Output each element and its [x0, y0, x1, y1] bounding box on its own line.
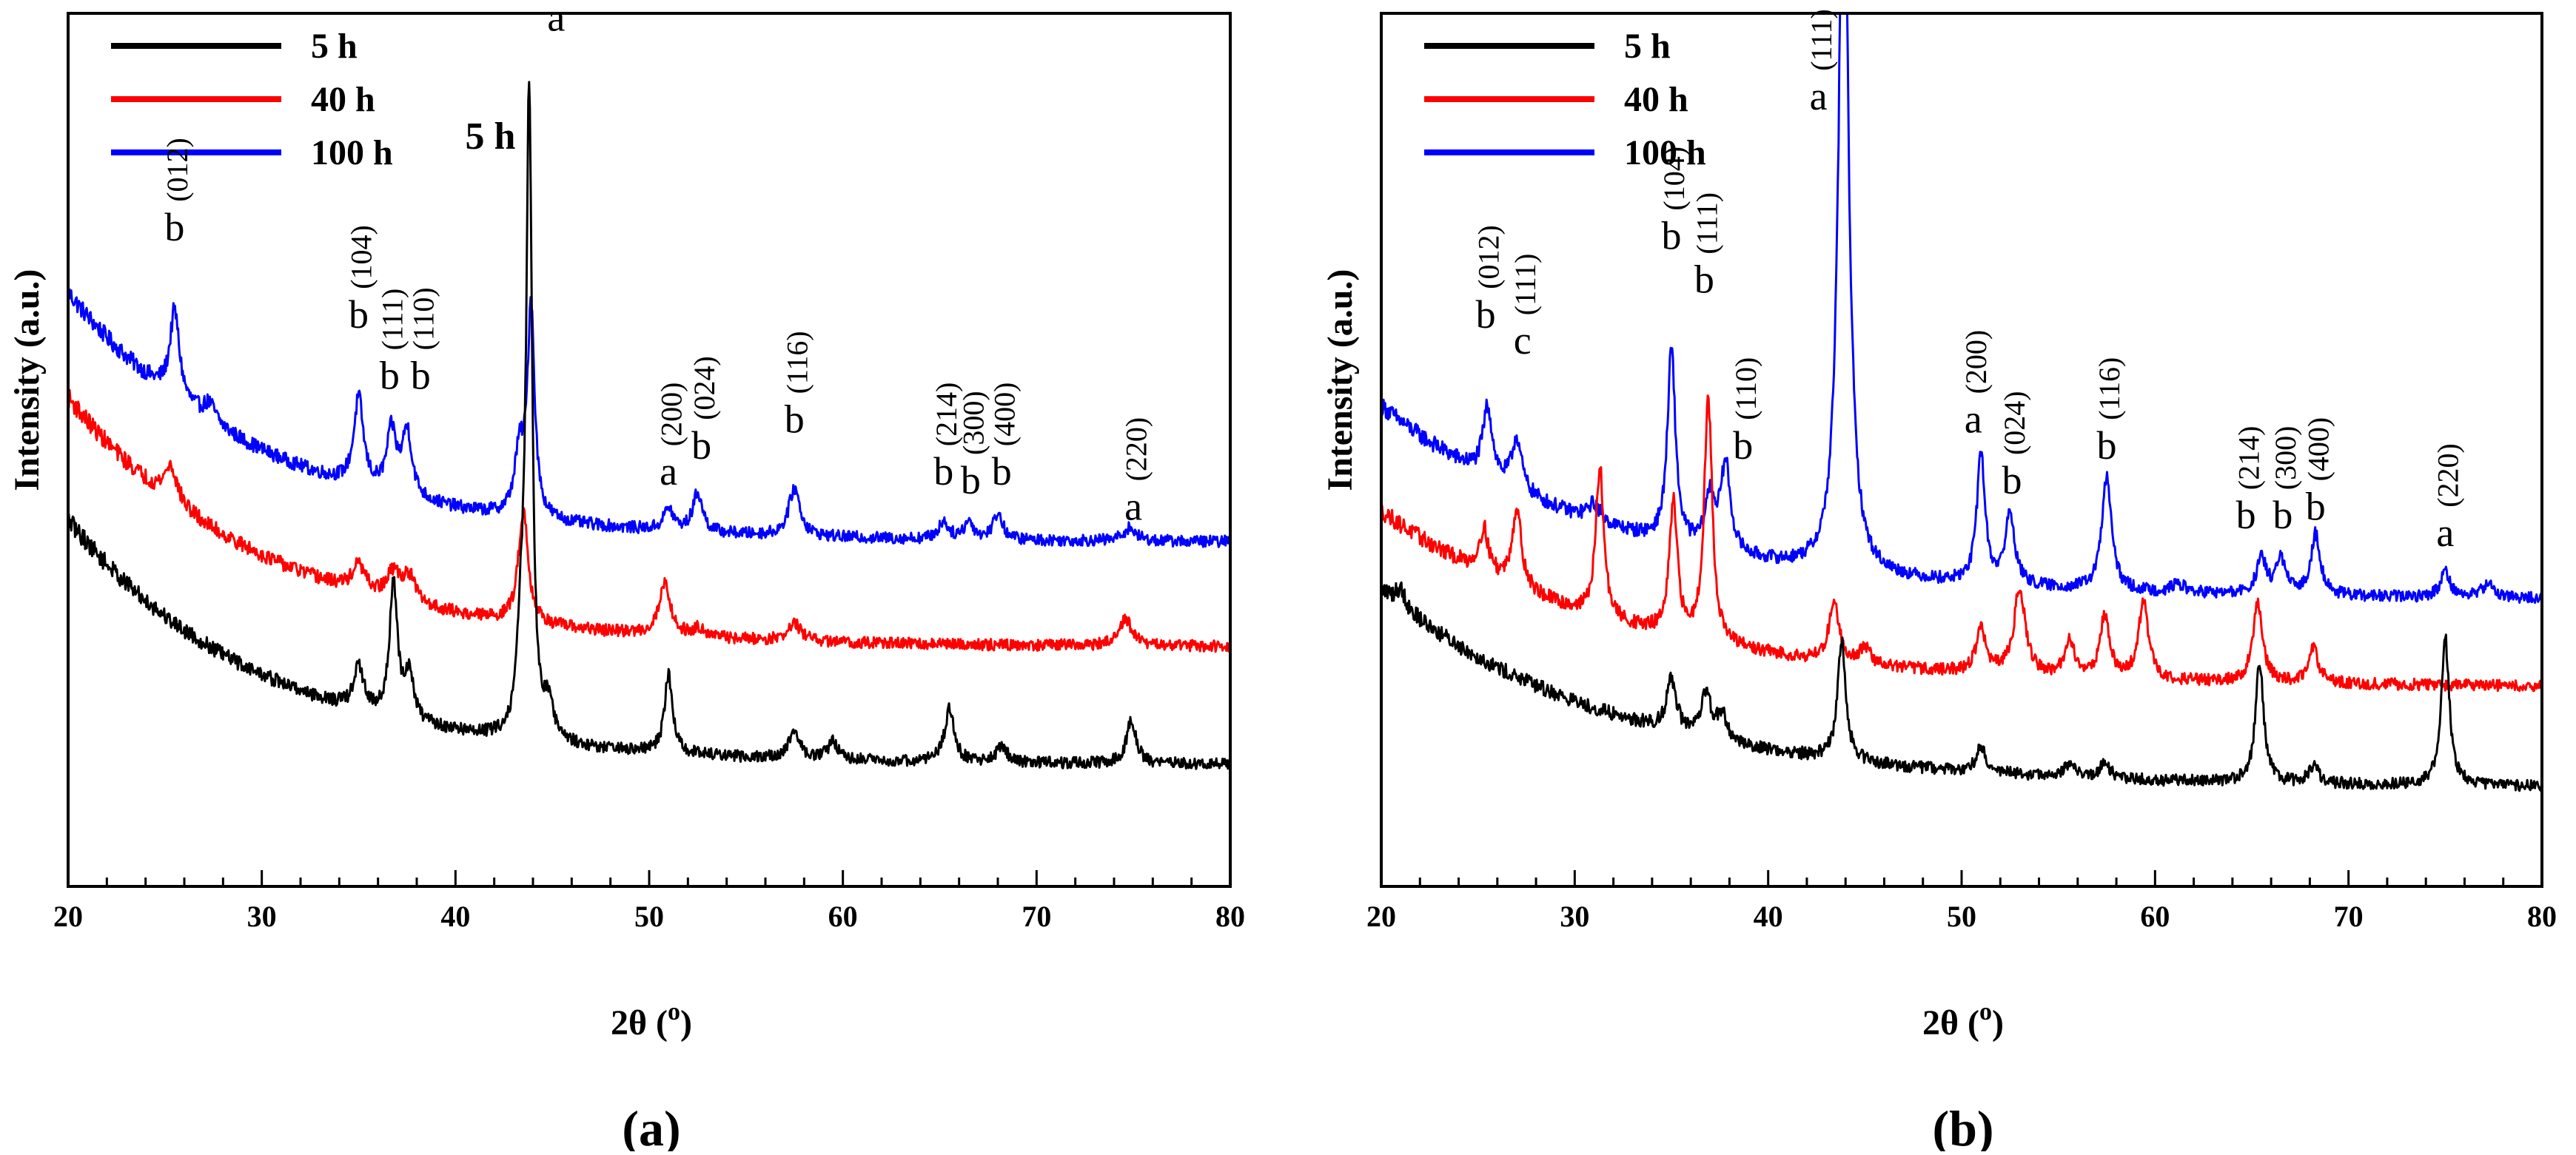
- peak-hkl-label: (214): [2232, 426, 2265, 491]
- traces: [68, 81, 1230, 770]
- plot-frame: [1380, 12, 2543, 888]
- peak-hkl-label: (214): [930, 383, 963, 447]
- x-tick-label: 20: [1366, 900, 1396, 933]
- annotation-label: 5 h: [465, 115, 515, 158]
- x-tick-label: 80: [2527, 900, 2557, 933]
- peak-phase-label: b: [411, 353, 431, 397]
- plot-frame: [67, 12, 1232, 888]
- peak-phase-label: b: [349, 292, 369, 337]
- x-axis: 20 30 40 50 60 70 80: [1366, 870, 2557, 933]
- panel-label: (b): [1932, 1100, 1993, 1151]
- series-line-40h: [1381, 394, 2542, 693]
- series-line-40h: [68, 388, 1230, 653]
- peak-phase-label: b: [691, 423, 711, 468]
- legend-label: 5 h: [311, 27, 358, 66]
- peak-phase-label: b: [2097, 423, 2117, 468]
- peak-hkl-label: (104): [1657, 147, 1691, 211]
- x-tick-label: 70: [2334, 900, 2364, 933]
- legend: 5 h 40 h 100 h: [1424, 27, 1706, 172]
- peak-hkl-label: (400): [987, 383, 1021, 447]
- peak-phase-label: a: [1810, 74, 1828, 118]
- peak-phase-label: b: [164, 205, 184, 249]
- x-tick-label: 40: [1754, 900, 1783, 933]
- x-tick-label: 50: [634, 900, 664, 933]
- peak-hkl-label: (200): [1959, 330, 1993, 394]
- peak-phase-label: a: [1965, 397, 1982, 441]
- peak-hkl-label: (116): [780, 331, 814, 394]
- x-tick-label: 50: [1947, 900, 1976, 933]
- peak-phase-label: a: [660, 449, 677, 494]
- peak-hkl-label: (111): [1691, 192, 1724, 255]
- peak-hkl-label: (200): [654, 383, 688, 447]
- peak-hkl-label: (111): [376, 289, 409, 351]
- series-line-100h: [1381, 13, 2542, 605]
- peak-phase-label: b: [2002, 458, 2022, 502]
- peak-hkl-label: (400): [2301, 417, 2335, 482]
- series-line-5h: [1381, 581, 2542, 792]
- panel-b: 20 30 40 50 60 70 80 2θ (o) Intensity (a.u.) (b) 5…: [1321, 9, 2557, 1155]
- peak-hkl-label: (300): [2269, 426, 2302, 491]
- peak-phase-label: c: [1514, 318, 1532, 363]
- peak-hkl-label: (220): [1119, 417, 1153, 482]
- x-tick-label: 60: [2140, 900, 2170, 933]
- x-tick-label: 60: [828, 900, 858, 933]
- y-axis-title: Intensity (a.u.): [1321, 269, 1360, 491]
- peak-phase-label: b: [1476, 292, 1496, 337]
- legend-label: 100 h: [311, 133, 393, 172]
- peak-phase-label: b: [2306, 484, 2326, 528]
- peak-phase-label: b: [2273, 493, 2292, 537]
- peak-hkl-label: (116): [2093, 357, 2126, 420]
- legend: 5 h 40 h 100 h: [111, 27, 393, 172]
- x-tick-label: 80: [1215, 900, 1245, 933]
- peak-phase-label: a: [2436, 511, 2454, 555]
- x-tick-label: 70: [1022, 900, 1051, 933]
- peak-phase-label: a: [1124, 484, 1142, 528]
- peak-hkl-label: (012): [161, 138, 194, 202]
- panel-a: 20 30 40 50 60 70 80 2θ (o) Intensity (a.u.) (a) 5…: [7, 0, 1245, 1155]
- peak-hkl-label: (110): [406, 287, 440, 350]
- peak-hkl-label: (024): [1998, 391, 2031, 455]
- legend-label: 40 h: [1624, 80, 1688, 119]
- peak-labels: b(012)c(111)b(104)b(111)b(110)a(111)a(20…: [1472, 9, 2464, 555]
- peak-hkl-label: (220): [2432, 443, 2465, 508]
- peak-phase-label: b: [1694, 257, 1714, 302]
- panel-label: (a): [622, 1100, 680, 1151]
- peak-hkl-label: (300): [957, 391, 990, 455]
- legend-label: 100 h: [1624, 133, 1706, 172]
- peak-labels: b(012)b(104)b(111)b(110)a(111)a(200)b(02…: [161, 0, 1153, 528]
- x-tick-label: 20: [53, 900, 83, 933]
- x-axis-title: 2θ (o): [1922, 998, 2004, 1043]
- traces: [1381, 13, 2542, 792]
- legend-label: 5 h: [1624, 27, 1671, 66]
- peak-hkl-label: (111): [1509, 254, 1542, 316]
- peak-phase-label: b: [380, 353, 400, 397]
- x-tick-label: 40: [440, 900, 470, 933]
- peak-hkl-label: (012): [1472, 225, 1505, 289]
- peak-hkl-label: (024): [688, 356, 721, 420]
- peak-phase-label: b: [1733, 423, 1753, 468]
- x-axis-title: 2θ (o): [611, 998, 692, 1043]
- series-line-5h: [68, 81, 1230, 770]
- peak-phase-label: a: [547, 0, 565, 40]
- x-axis: 20 30 40 50 60 70 80: [53, 870, 1245, 933]
- x-tick-label: 30: [247, 900, 277, 933]
- x-tick-label: 30: [1560, 900, 1589, 933]
- peak-phase-label: b: [785, 397, 805, 441]
- peak-phase-label: b: [2236, 493, 2256, 537]
- peak-phase-label: b: [933, 449, 953, 494]
- peak-hkl-label: (104): [345, 225, 378, 289]
- peak-phase-label: b: [1662, 214, 1682, 258]
- legend-label: 40 h: [311, 80, 375, 119]
- series-line-100h: [68, 288, 1230, 548]
- peak-hkl-label: (110): [1729, 357, 1762, 420]
- peak-phase-label: b: [961, 458, 981, 502]
- peak-phase-label: b: [992, 449, 1012, 494]
- peak-hkl-label: (111): [1805, 9, 1838, 71]
- y-axis-title: Intensity (a.u.): [7, 269, 47, 491]
